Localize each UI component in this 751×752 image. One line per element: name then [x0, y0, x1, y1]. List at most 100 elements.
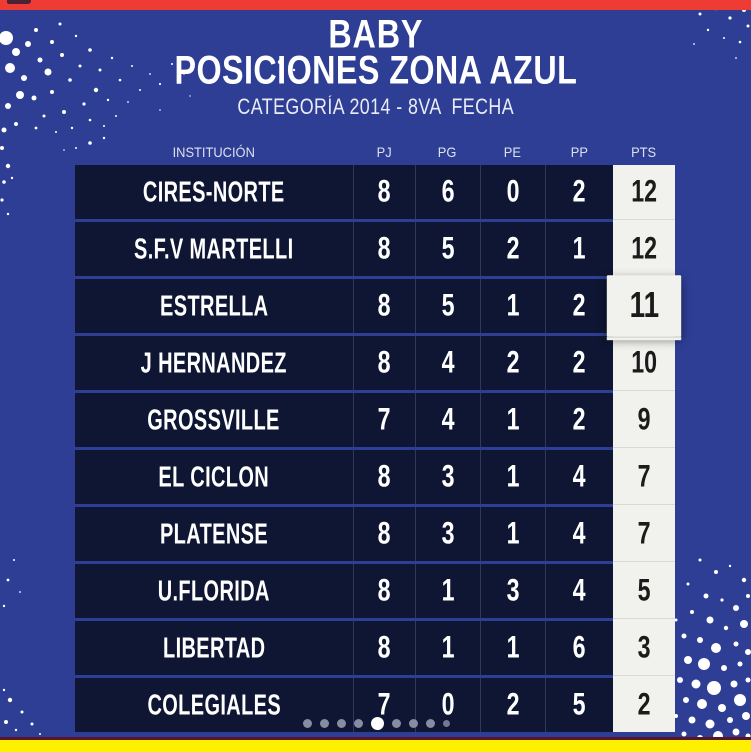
pp-cell: 4: [545, 507, 613, 561]
pg-cell: 3: [415, 507, 480, 561]
carousel-dot: [353, 718, 363, 728]
carousel-dot: [319, 718, 329, 728]
carousel-dot: [442, 719, 450, 727]
pe-cell: 1: [480, 507, 545, 561]
pts-cell: 12: [613, 165, 675, 222]
pts-cell-text: 7: [637, 516, 651, 551]
pp-cell: 2: [545, 393, 613, 447]
column-header-pj: PJ: [353, 144, 415, 160]
team-name-cell-text: LIBERTAD: [162, 631, 266, 664]
pg-cell-text: 4: [441, 402, 455, 437]
page-subtitle-text: CATEGORÍA 2014 - 8VA FECHA: [237, 95, 514, 120]
pj-cell-text: 8: [378, 459, 391, 494]
team-name-cell: J HERNANDEZ: [75, 336, 353, 390]
column-header-pts: PTS: [613, 144, 675, 160]
pg-cell: 5: [415, 279, 480, 333]
column-header-pj-text: PJ: [376, 143, 392, 160]
pts-cell-text: 12: [631, 231, 657, 266]
page-subtitle: CATEGORÍA 2014 - 8VA FECHA: [0, 96, 751, 120]
pp-cell-text: 4: [573, 573, 586, 608]
pj-cell: 7: [353, 678, 415, 732]
pe-cell-text: 1: [506, 288, 520, 323]
team-name-cell-text: CIRES-NORTE: [143, 175, 285, 208]
pg-cell: 1: [415, 564, 480, 618]
carousel-dots: [26, 715, 726, 731]
carousel-dot-active: [370, 716, 384, 730]
team-name-cell-text: U.FLORIDA: [157, 574, 271, 607]
column-header-pp-text: PP: [570, 143, 588, 160]
top-left-dark-mark: [7, 0, 31, 4]
column-header-pe: PE: [480, 144, 545, 160]
pe-cell-text: 1: [506, 630, 520, 665]
team-name-cell: GROSSVILLE: [75, 393, 353, 447]
pts-cell-text: 12: [631, 174, 657, 209]
top-red-bar: [0, 0, 751, 10]
pp-cell: 2: [545, 336, 613, 390]
pe-cell-text: 2: [506, 231, 520, 266]
table-row: U.FLORIDA 8 1 3 4 5: [75, 564, 675, 621]
pe-cell: 1: [480, 393, 545, 447]
table-body: CIRES-NORTE 8 6 0 2 12 S.F.V MARTELLI 8 5 2 1 12 EST…: [75, 165, 682, 732]
carousel-dot: [391, 718, 401, 728]
pj-cell: 8: [353, 165, 415, 219]
pp-cell-text: 2: [573, 402, 586, 437]
column-header-pts-text: PTS: [631, 143, 657, 160]
carousel-dot: [425, 718, 435, 728]
pe-cell: 1: [480, 450, 545, 504]
pts-cell: 7: [613, 450, 675, 507]
team-name-cell-text: ESTRELLA: [159, 289, 269, 322]
pp-cell: 6: [545, 621, 613, 675]
pp-cell-text: 2: [573, 345, 586, 380]
pg-cell-text: 4: [441, 345, 455, 380]
carousel-dot: [302, 718, 312, 728]
pe-cell-text: 0: [506, 174, 520, 209]
table-row: S.F.V MARTELLI 8 5 2 1 12: [75, 222, 675, 279]
pts-cell-text: 10: [631, 345, 657, 380]
pts-cell-text: 11: [629, 285, 659, 326]
standings-table: INSTITUCIÓN PJ PG PE PP PTS CIRES-NORTE 8…: [75, 138, 682, 735]
team-name-cell-text: GROSSVILLE: [147, 403, 281, 436]
pg-cell-text: 6: [441, 174, 455, 209]
column-header-pg: PG: [415, 144, 480, 160]
pp-cell: 2: [545, 279, 613, 333]
team-name-cell: COLEGIALES: [75, 678, 353, 732]
pp-cell-text: 1: [573, 231, 586, 266]
pe-cell: 2: [480, 336, 545, 390]
pts-cell: 12: [613, 222, 675, 279]
pg-cell-text: 1: [441, 630, 455, 665]
bottom-yellow-bar: [0, 740, 751, 752]
pe-cell: 0: [480, 165, 545, 219]
team-name-cell: EL CICLON: [75, 450, 353, 504]
pts-cell-text: 5: [637, 573, 651, 608]
pts-cell: 3: [613, 621, 675, 678]
pj-cell: 8: [353, 279, 415, 333]
team-name-cell-text: COLEGIALES: [147, 688, 281, 721]
pj-cell: 8: [353, 222, 415, 276]
page-title-line2-text: POSICIONES ZONA AZUL: [174, 49, 577, 93]
pe-cell-text: 2: [506, 687, 520, 722]
pg-cell-text: 5: [441, 231, 455, 266]
pp-cell-text: 6: [573, 630, 586, 665]
team-name-cell-text: S.F.V MARTELLI: [134, 232, 294, 265]
team-name-cell: CIRES-NORTE: [75, 165, 353, 219]
pts-cell: 11: [606, 275, 682, 341]
pg-cell-text: 3: [441, 516, 455, 551]
pg-cell: 3: [415, 450, 480, 504]
column-header-institucion-text: INSTITUCIÓN: [172, 143, 256, 160]
column-header-pg-text: PG: [438, 143, 457, 160]
pp-cell-text: 4: [573, 459, 586, 494]
pe-cell: 1: [480, 621, 545, 675]
pe-cell: 3: [480, 564, 545, 618]
table-row: J HERNANDEZ 8 4 2 2 10: [75, 336, 675, 393]
column-header-institucion: INSTITUCIÓN: [75, 144, 353, 160]
pts-cell: 2: [613, 678, 675, 732]
header: BABY POSICIONES ZONA AZUL CATEGORÍA 2014…: [0, 15, 751, 120]
pg-cell: 6: [415, 165, 480, 219]
pe-cell-text: 1: [506, 402, 520, 437]
pts-cell: 9: [613, 393, 675, 450]
pts-cell-text: 7: [637, 459, 651, 494]
table-row: ESTRELLA 8 5 1 2 11: [75, 275, 682, 341]
pg-cell-text: 0: [441, 687, 455, 722]
team-name-cell: LIBERTAD: [75, 621, 353, 675]
